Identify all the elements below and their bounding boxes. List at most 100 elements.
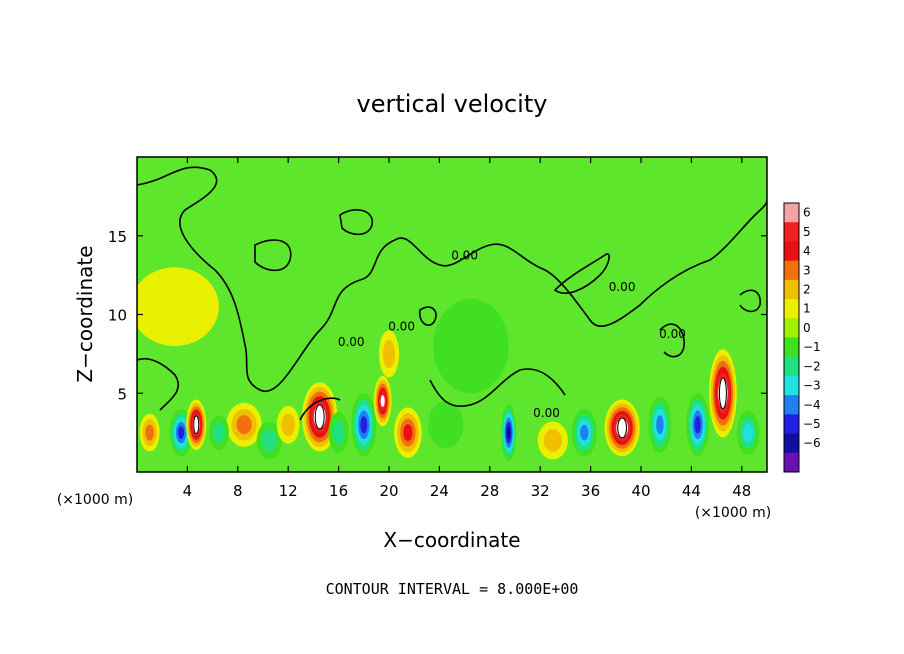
velocity-contour-band	[261, 429, 277, 452]
contour-label: 0.00	[659, 327, 686, 341]
peak-contour	[314, 404, 325, 430]
colorbar-swatch	[784, 299, 799, 319]
velocity-contour-band	[720, 384, 726, 403]
contour-label: 0.00	[388, 319, 415, 333]
velocity-cell	[373, 375, 392, 427]
x-tick-label: 16	[329, 482, 348, 500]
velocity-cell	[428, 401, 464, 449]
peak-contour	[193, 415, 200, 435]
x-tick-label: 12	[279, 482, 298, 500]
chart-title: vertical velocity	[357, 90, 548, 118]
velocity-contour-band	[332, 420, 345, 445]
colorbar-label: 5	[803, 225, 811, 239]
velocity-contour-band	[543, 429, 562, 452]
contour-label: 0.00	[609, 280, 636, 294]
colorbar-swatch	[784, 279, 799, 300]
velocity-cell	[604, 399, 640, 457]
velocity-contour-band	[694, 416, 701, 434]
velocity-contour-band	[380, 395, 385, 407]
x-tick-label: 40	[631, 482, 650, 500]
velocity-contour-band	[236, 415, 252, 435]
velocity-contour-band	[433, 298, 509, 394]
x-tick-label: 4	[183, 482, 193, 500]
y-tick-label: 10	[108, 307, 127, 325]
colorbar: 6 5 4 3 2 1 0 −1 −2 −3 −4 −5 −6	[783, 202, 821, 473]
velocity-cell	[571, 409, 597, 457]
colorbar-label: 0	[803, 321, 811, 335]
velocity-contour-band	[360, 416, 368, 434]
velocity-cell	[686, 393, 710, 457]
x-tick-label: 48	[732, 482, 751, 500]
x-tick-label: 32	[531, 482, 550, 500]
colorbar-label: −2	[803, 359, 821, 373]
colorbar-swatch	[784, 222, 799, 242]
velocity-cell	[351, 393, 377, 457]
x-tick-label: 8	[233, 482, 243, 500]
colorbar-label: −4	[803, 398, 821, 412]
colorbar-swatch	[784, 375, 799, 396]
colorbar-label: 1	[803, 302, 811, 316]
colorbar-label: 4	[803, 244, 811, 258]
velocity-contour-band	[428, 401, 464, 449]
velocity-cell	[537, 421, 568, 460]
velocity-cell	[378, 330, 400, 378]
y-tick-label: 15	[108, 228, 127, 246]
velocity-cell	[648, 396, 672, 454]
peak-contour	[617, 417, 628, 439]
colorbar-swatch	[784, 203, 799, 223]
x-tick-label: 44	[682, 482, 701, 500]
zero-contours	[137, 166, 767, 421]
y-axis-label: Z−coordinate	[73, 245, 97, 382]
colorbar-label: 3	[803, 263, 811, 277]
colorbar-swatch	[784, 241, 799, 262]
x-tick-label: 28	[480, 482, 499, 500]
velocity-contour-band	[137, 267, 219, 346]
velocity-contour-band	[281, 413, 296, 437]
contour-label: 0.00	[533, 406, 560, 420]
contour-label: 0.00	[338, 335, 365, 349]
velocity-contour-band	[506, 426, 511, 440]
velocity-contour-band	[580, 424, 589, 441]
velocity-cell	[501, 404, 517, 461]
colorbar-label: −1	[803, 340, 821, 354]
x-axis-label: X−coordinate	[383, 528, 520, 552]
x-tick-label: 20	[379, 482, 398, 500]
contour-label: 0.00	[451, 248, 478, 262]
colorbar-label: −3	[803, 379, 821, 393]
colorbar-frame	[783, 202, 800, 473]
velocity-contour-band	[382, 339, 396, 369]
colorbar-swatch	[784, 356, 799, 377]
colorbar-label: −5	[803, 417, 821, 431]
peak-contour	[718, 377, 727, 410]
velocity-contour-band	[656, 415, 664, 435]
plot-area: 0.000.000.000.000.000.00 4 8 12 16 20 24 28 32 3…	[108, 156, 768, 500]
velocity-cell	[256, 421, 282, 460]
colorbar-label: −6	[803, 436, 821, 450]
velocity-contour-band	[618, 422, 626, 434]
colorbar-label: 6	[803, 206, 811, 220]
colorbar-swatch	[784, 318, 799, 338]
x-tick-label: 36	[581, 482, 600, 500]
velocity-contour-band	[178, 426, 185, 440]
colorbar-swatch	[784, 337, 799, 358]
colorbar-swatch	[784, 414, 799, 435]
velocity-contour-band	[743, 423, 753, 443]
y-tick-label: 5	[117, 385, 127, 403]
velocity-cell	[139, 413, 160, 452]
velocity-cell	[302, 382, 338, 452]
velocity-cell	[709, 349, 737, 438]
velocity-contour-band	[145, 424, 154, 441]
x-unit-left: (×1000 m)	[57, 492, 133, 508]
velocity-cell	[276, 405, 300, 444]
velocity-cell	[328, 412, 349, 454]
velocity-contour-band	[194, 419, 199, 430]
velocity-cell	[394, 407, 422, 458]
velocity-cell	[736, 410, 760, 455]
colorbar-swatch	[784, 260, 799, 281]
x-unit-right: (×1000 m)	[695, 505, 771, 521]
velocity-cell	[226, 402, 262, 447]
velocity-contour-band	[316, 409, 324, 424]
colorbar-label: 2	[803, 282, 811, 296]
velocity-cell	[433, 298, 509, 394]
